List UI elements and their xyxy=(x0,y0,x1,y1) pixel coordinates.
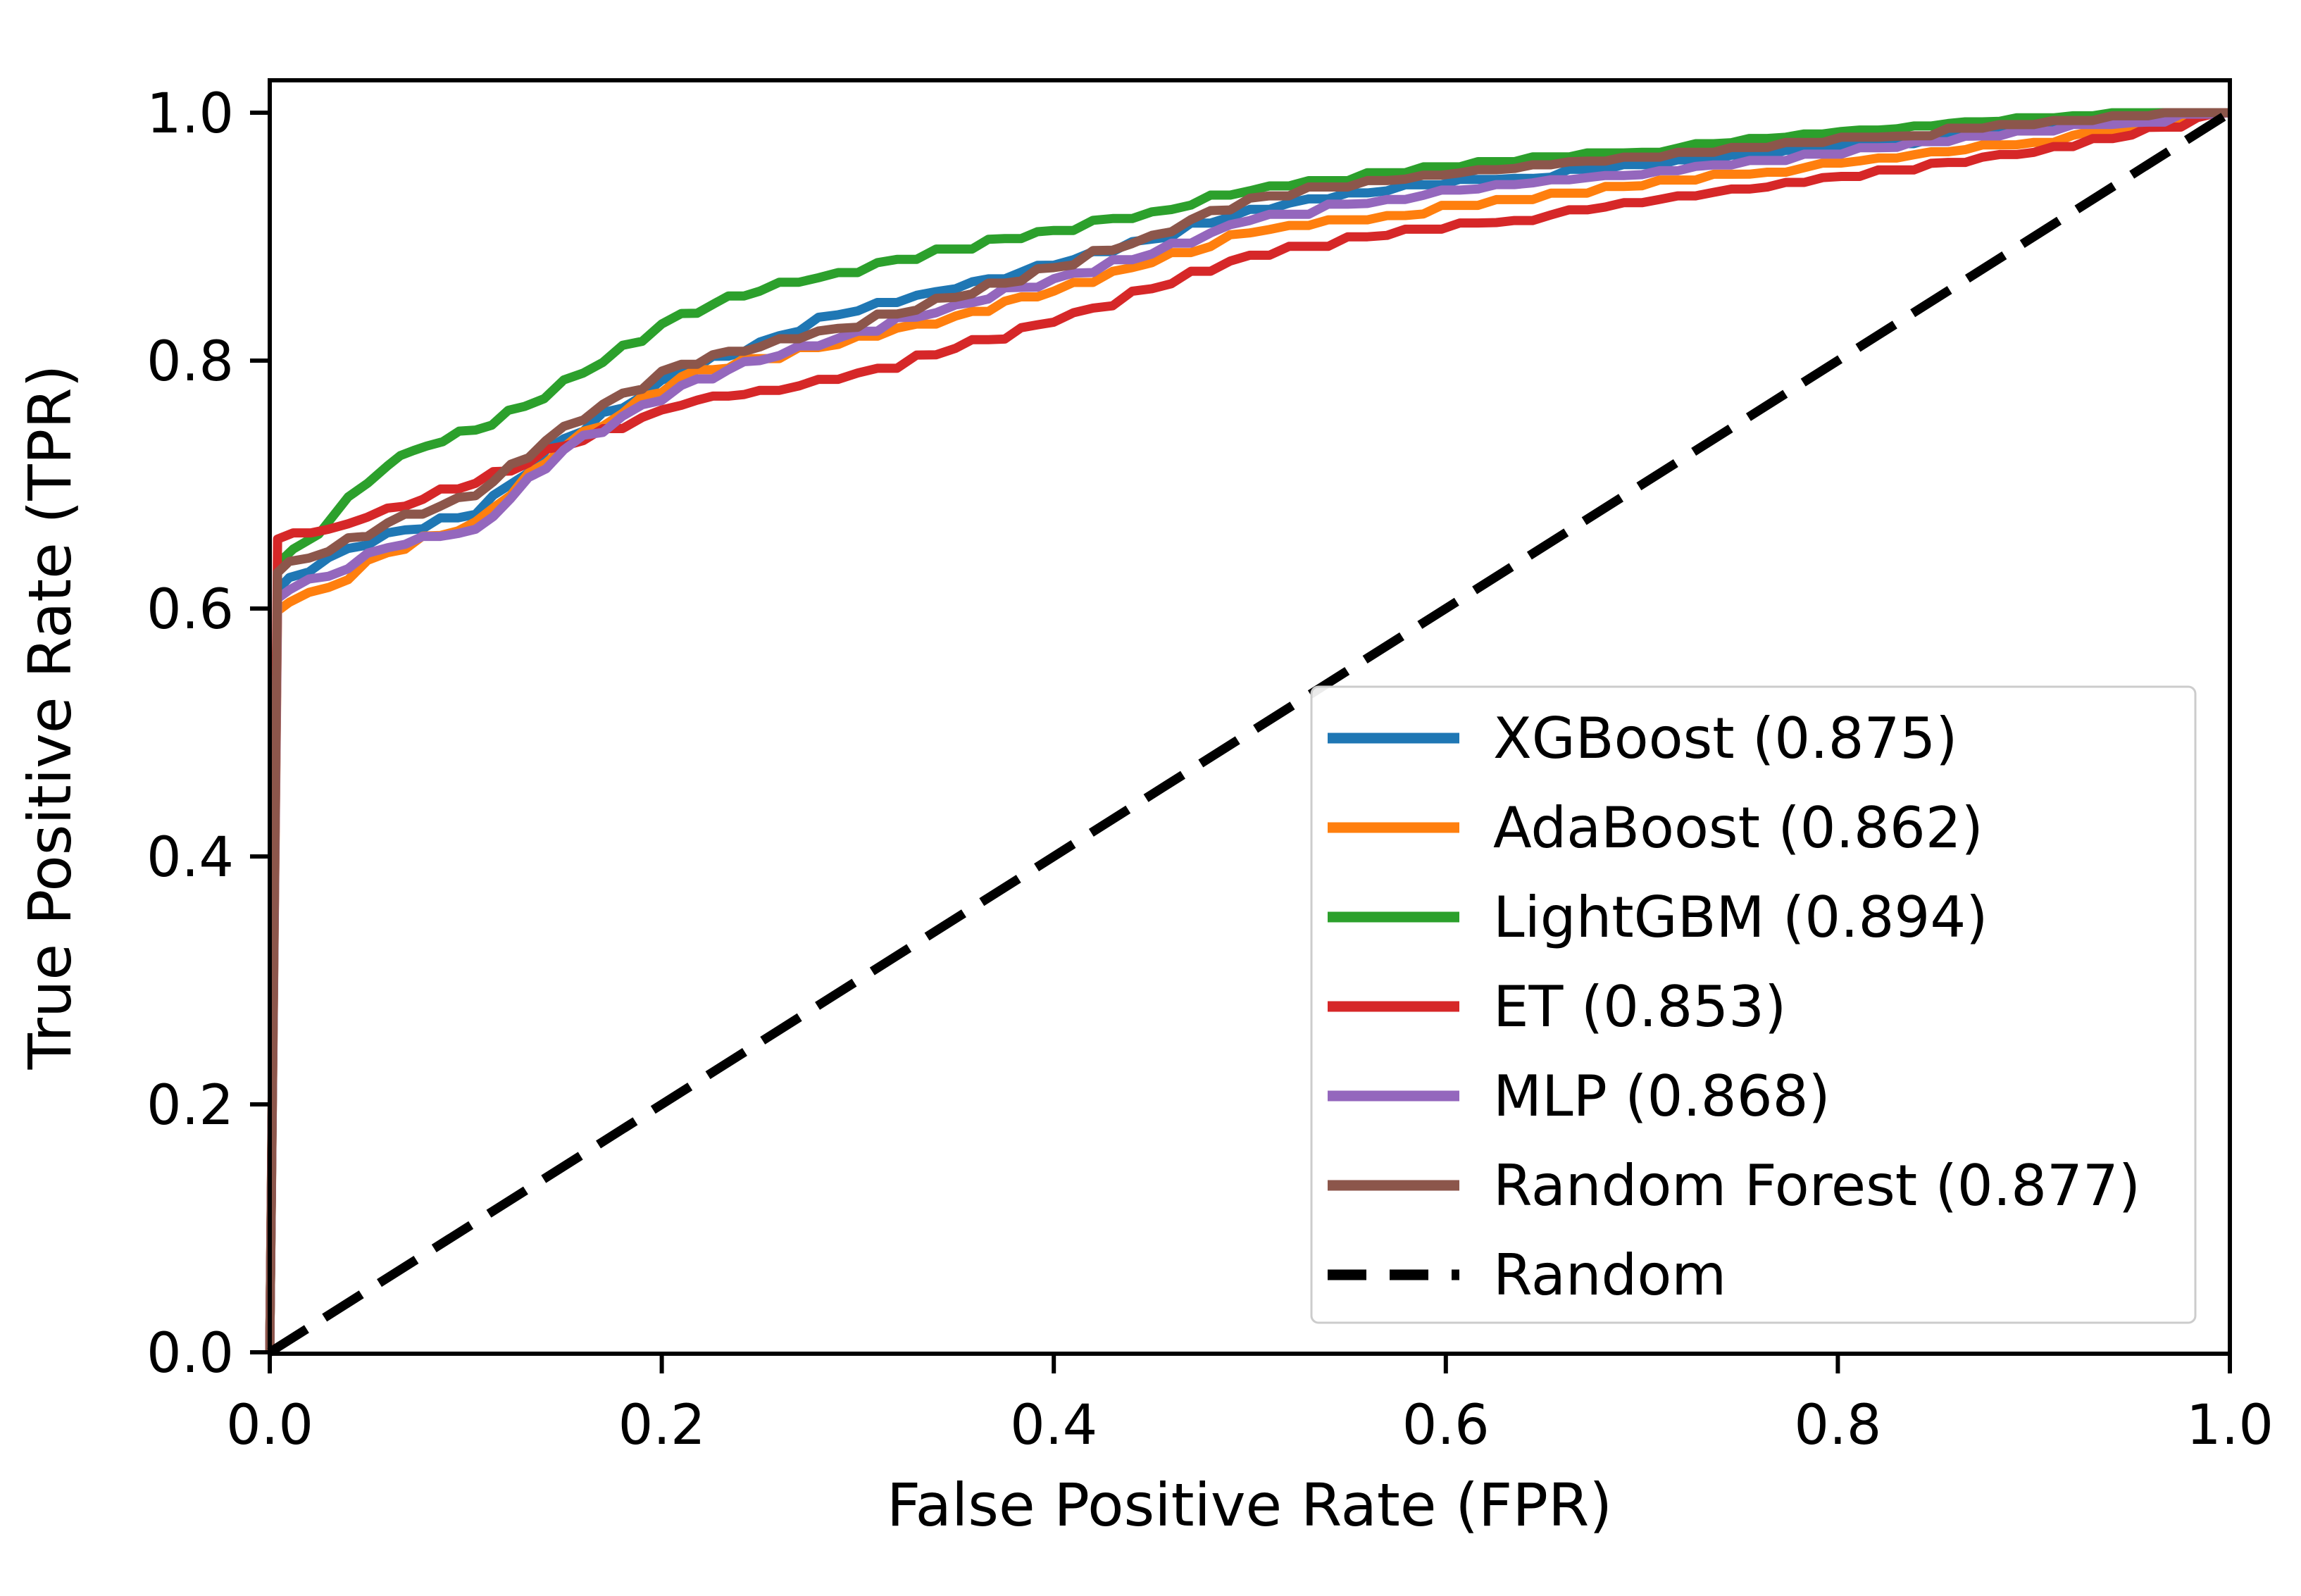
x-axis-label: False Positive Rate (FPR) xyxy=(887,1471,1612,1540)
y-tick-label-0.4: 0.4 xyxy=(146,826,234,890)
legend-item-xgboost: XGBoost (0.875) xyxy=(1328,706,1958,771)
y-tick-label-0.0: 0.0 xyxy=(146,1322,234,1385)
roc-curve-lightgbm xyxy=(265,108,2230,1353)
legend-item-mlp: MLP (0.868) xyxy=(1328,1064,1831,1129)
legend-item-random-forest: Random Forest (0.877) xyxy=(1328,1153,2140,1218)
y-tick-label-0.6: 0.6 xyxy=(146,578,234,642)
roc-curve-mlp xyxy=(265,108,2231,1353)
legend-label-mlp: MLP (0.868) xyxy=(1493,1064,1831,1129)
y-tick-label-0.2: 0.2 xyxy=(146,1074,234,1137)
x-tick-label-0.0: 0.0 xyxy=(226,1394,313,1457)
legend-label-et: ET (0.853) xyxy=(1493,974,1786,1040)
y-axis: 0.0 0.2 0.4 0.6 0.8 1.0 xyxy=(146,82,270,1385)
x-axis: 0.0 0.2 0.4 0.6 0.8 1.0 xyxy=(226,1354,2274,1457)
x-tick-label-0.6: 0.6 xyxy=(1402,1394,1490,1457)
plot-area-border xyxy=(268,78,2232,1356)
roc-curves-layer xyxy=(265,108,2233,1357)
legend-item-random: Random xyxy=(1328,1242,1726,1308)
roc-curve-random-forest xyxy=(265,108,2230,1353)
legend-label-lightgbm: LightGBM (0.894) xyxy=(1493,885,1988,950)
legend-label-xgboost: XGBoost (0.875) xyxy=(1493,706,1958,771)
legend: XGBoost (0.875) AdaBoost (0.862) LightGBM … xyxy=(1310,685,2197,1324)
legend-item-lightgbm: LightGBM (0.894) xyxy=(1328,885,1988,950)
x-tick-label-0.8: 0.8 xyxy=(1794,1394,1881,1457)
legend-label-random-forest: Random Forest (0.877) xyxy=(1493,1153,2140,1218)
y-axis-label: True Positive Rate (TPR) xyxy=(15,365,85,1071)
y-tick-label-1.0: 1.0 xyxy=(146,82,234,146)
x-tick-label-0.4: 0.4 xyxy=(1010,1394,1097,1457)
x-tick-label-1.0: 1.0 xyxy=(2186,1394,2274,1457)
legend-label-adaboost: AdaBoost (0.862) xyxy=(1493,795,1983,861)
x-tick-label-0.2: 0.2 xyxy=(618,1394,706,1457)
legend-item-adaboost: AdaBoost (0.862) xyxy=(1328,795,1983,861)
legend-item-et: ET (0.853) xyxy=(1328,974,1786,1040)
legend-label-random: Random xyxy=(1493,1242,1726,1308)
legend-box xyxy=(1310,685,2197,1324)
y-tick-label-0.8: 0.8 xyxy=(146,330,234,394)
